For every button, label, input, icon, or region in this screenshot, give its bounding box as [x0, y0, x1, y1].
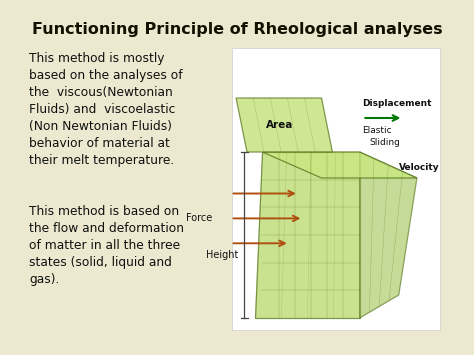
Polygon shape — [255, 152, 360, 318]
Text: Force: Force — [186, 213, 212, 223]
Text: Sliding: Sliding — [370, 138, 401, 147]
Polygon shape — [360, 152, 417, 318]
Polygon shape — [236, 98, 332, 152]
Text: Area: Area — [266, 120, 293, 130]
Text: Displacement: Displacement — [363, 99, 432, 108]
Polygon shape — [263, 152, 417, 178]
FancyBboxPatch shape — [232, 48, 440, 330]
Text: Velocity: Velocity — [399, 164, 439, 173]
Text: Functioning Principle of Rheological analyses: Functioning Principle of Rheological ana… — [32, 22, 442, 37]
Text: Elastic: Elastic — [363, 126, 392, 135]
Text: This method is mostly
based on the analyses of
the  viscous(Newtonian
Fluids) an: This method is mostly based on the analy… — [29, 52, 182, 167]
Text: This method is based on
the flow and deformation
of matter in all the three
stat: This method is based on the flow and def… — [29, 205, 184, 286]
Text: Height: Height — [207, 250, 239, 260]
